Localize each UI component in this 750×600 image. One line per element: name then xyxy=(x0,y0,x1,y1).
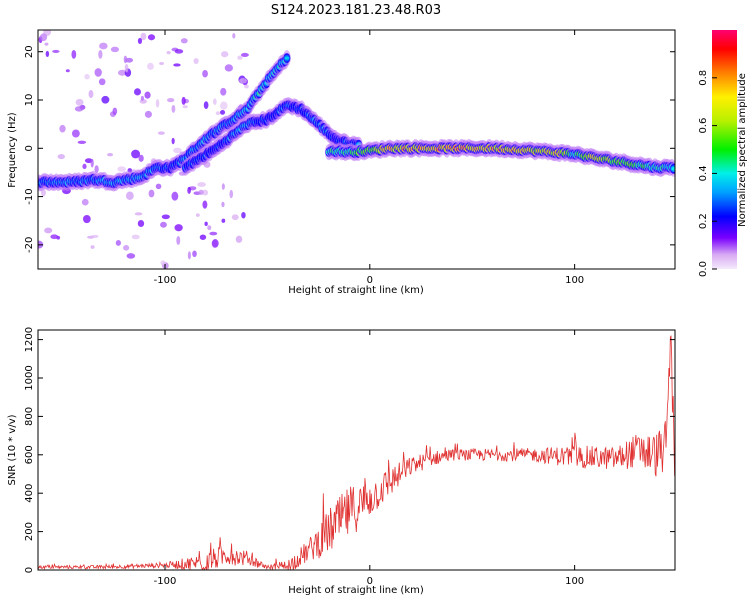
colorbar: 0.0 0.2 0.4 0.6 0.8 Normalized spectral ampl… xyxy=(698,30,748,277)
spectrogram-ytick-label: 10 xyxy=(24,94,35,107)
colorbar-gradient xyxy=(712,30,737,269)
spectrogram-xlabel: Height of straight line (km) xyxy=(288,285,424,296)
snr-ytick-label: 800 xyxy=(24,407,35,426)
spectrogram-ytick-label: -20 xyxy=(24,237,35,253)
snr-ytick-label: 400 xyxy=(24,484,35,503)
spectrogram-ytick-label: 0 xyxy=(24,145,35,151)
snr-ytick-label: 1200 xyxy=(24,327,35,352)
snr-series-line xyxy=(38,335,675,570)
snr-ytick-label: 1000 xyxy=(24,365,35,390)
figure-title: S124.2023.181.23.48.R03 xyxy=(271,3,441,18)
snr-xtick-label: -100 xyxy=(154,576,177,587)
snr-xlabel: Height of straight line (km) xyxy=(288,585,424,596)
snr-xtick-label: 100 xyxy=(565,576,584,587)
spectrogram-ytick-label: 20 xyxy=(24,45,35,58)
colorbar-label: Normalized spectral amplitude xyxy=(737,73,748,227)
spectrogram-ylabel: Frequency (Hz) xyxy=(7,112,18,188)
spectrogram-image xyxy=(38,30,675,269)
colorbar-tick-label: 0.6 xyxy=(698,118,709,134)
snr-frame xyxy=(37,329,676,571)
spectrogram-ytick-label: -10 xyxy=(24,188,35,204)
spectrogram-xtick-label: 100 xyxy=(565,275,584,286)
snr-xtick-label: 0 xyxy=(367,576,373,587)
colorbar-tick-label: 0.4 xyxy=(698,165,709,181)
snr-ytick-label: 0 xyxy=(24,567,35,573)
snr-ylabel: SNR (10 * v/v) xyxy=(7,414,18,485)
colorbar-tick-label: 0.2 xyxy=(698,213,709,229)
spectrogram-xtick-label: -100 xyxy=(154,275,177,286)
snr-ytick-label: 600 xyxy=(24,445,35,464)
spectrogram-frame xyxy=(37,29,676,270)
spectrogram-xtick-label: 0 xyxy=(367,275,373,286)
colorbar-tick-label: 0.0 xyxy=(698,261,709,277)
snr-ytick-label: 200 xyxy=(24,522,35,541)
colorbar-tick-label: 0.8 xyxy=(698,70,709,86)
